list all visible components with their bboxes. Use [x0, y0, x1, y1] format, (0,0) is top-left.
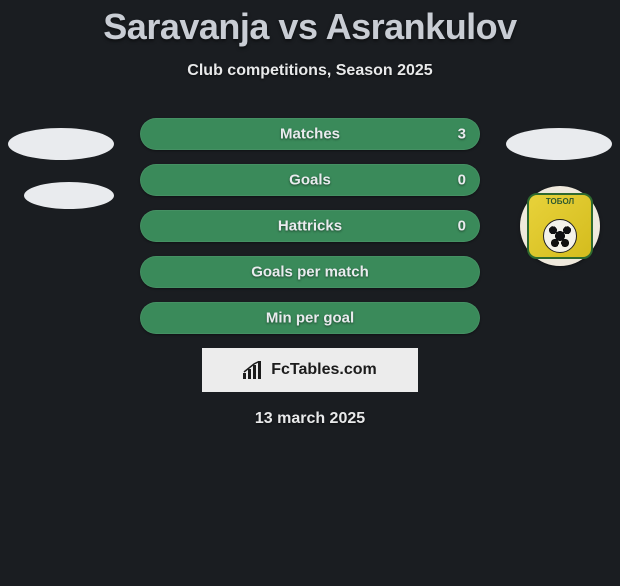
stat-value-right: 3 [458, 126, 466, 143]
stat-value-right: 0 [458, 218, 466, 235]
stat-row-goals: Goals 0 [140, 164, 480, 196]
stat-row-matches: Matches 3 [140, 118, 480, 150]
stat-label: Goals [140, 172, 480, 189]
stat-row-goals-per-match: Goals per match [140, 256, 480, 288]
stats-container: Matches 3 Goals 0 Hattricks 0 Goals per … [0, 118, 620, 334]
footer-date: 13 march 2025 [0, 410, 620, 428]
stat-label: Hattricks [140, 218, 480, 235]
stat-row-hattricks: Hattricks 0 [140, 210, 480, 242]
stat-label: Matches [140, 126, 480, 143]
stat-label: Min per goal [140, 310, 480, 327]
stat-value-right: 0 [458, 172, 466, 189]
stat-row-min-per-goal: Min per goal [140, 302, 480, 334]
watermark-text: FcTables.com [271, 361, 377, 379]
page-subtitle: Club competitions, Season 2025 [0, 62, 620, 80]
bar-chart-icon [243, 361, 265, 379]
page-title: Saravanja vs Asrankulov [0, 6, 620, 48]
watermark: FcTables.com [202, 348, 418, 392]
stat-label: Goals per match [140, 264, 480, 281]
